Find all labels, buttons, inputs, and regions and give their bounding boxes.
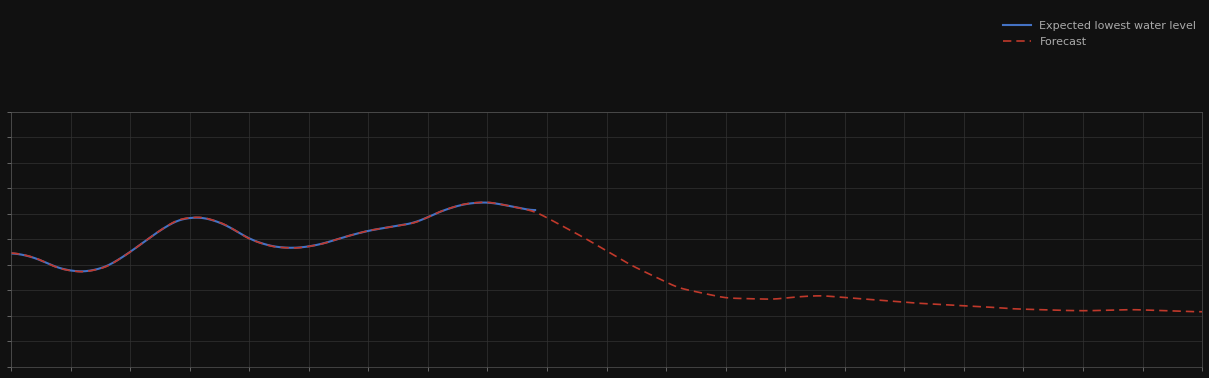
Legend: Expected lowest water level, Forecast: Expected lowest water level, Forecast	[1002, 21, 1197, 47]
